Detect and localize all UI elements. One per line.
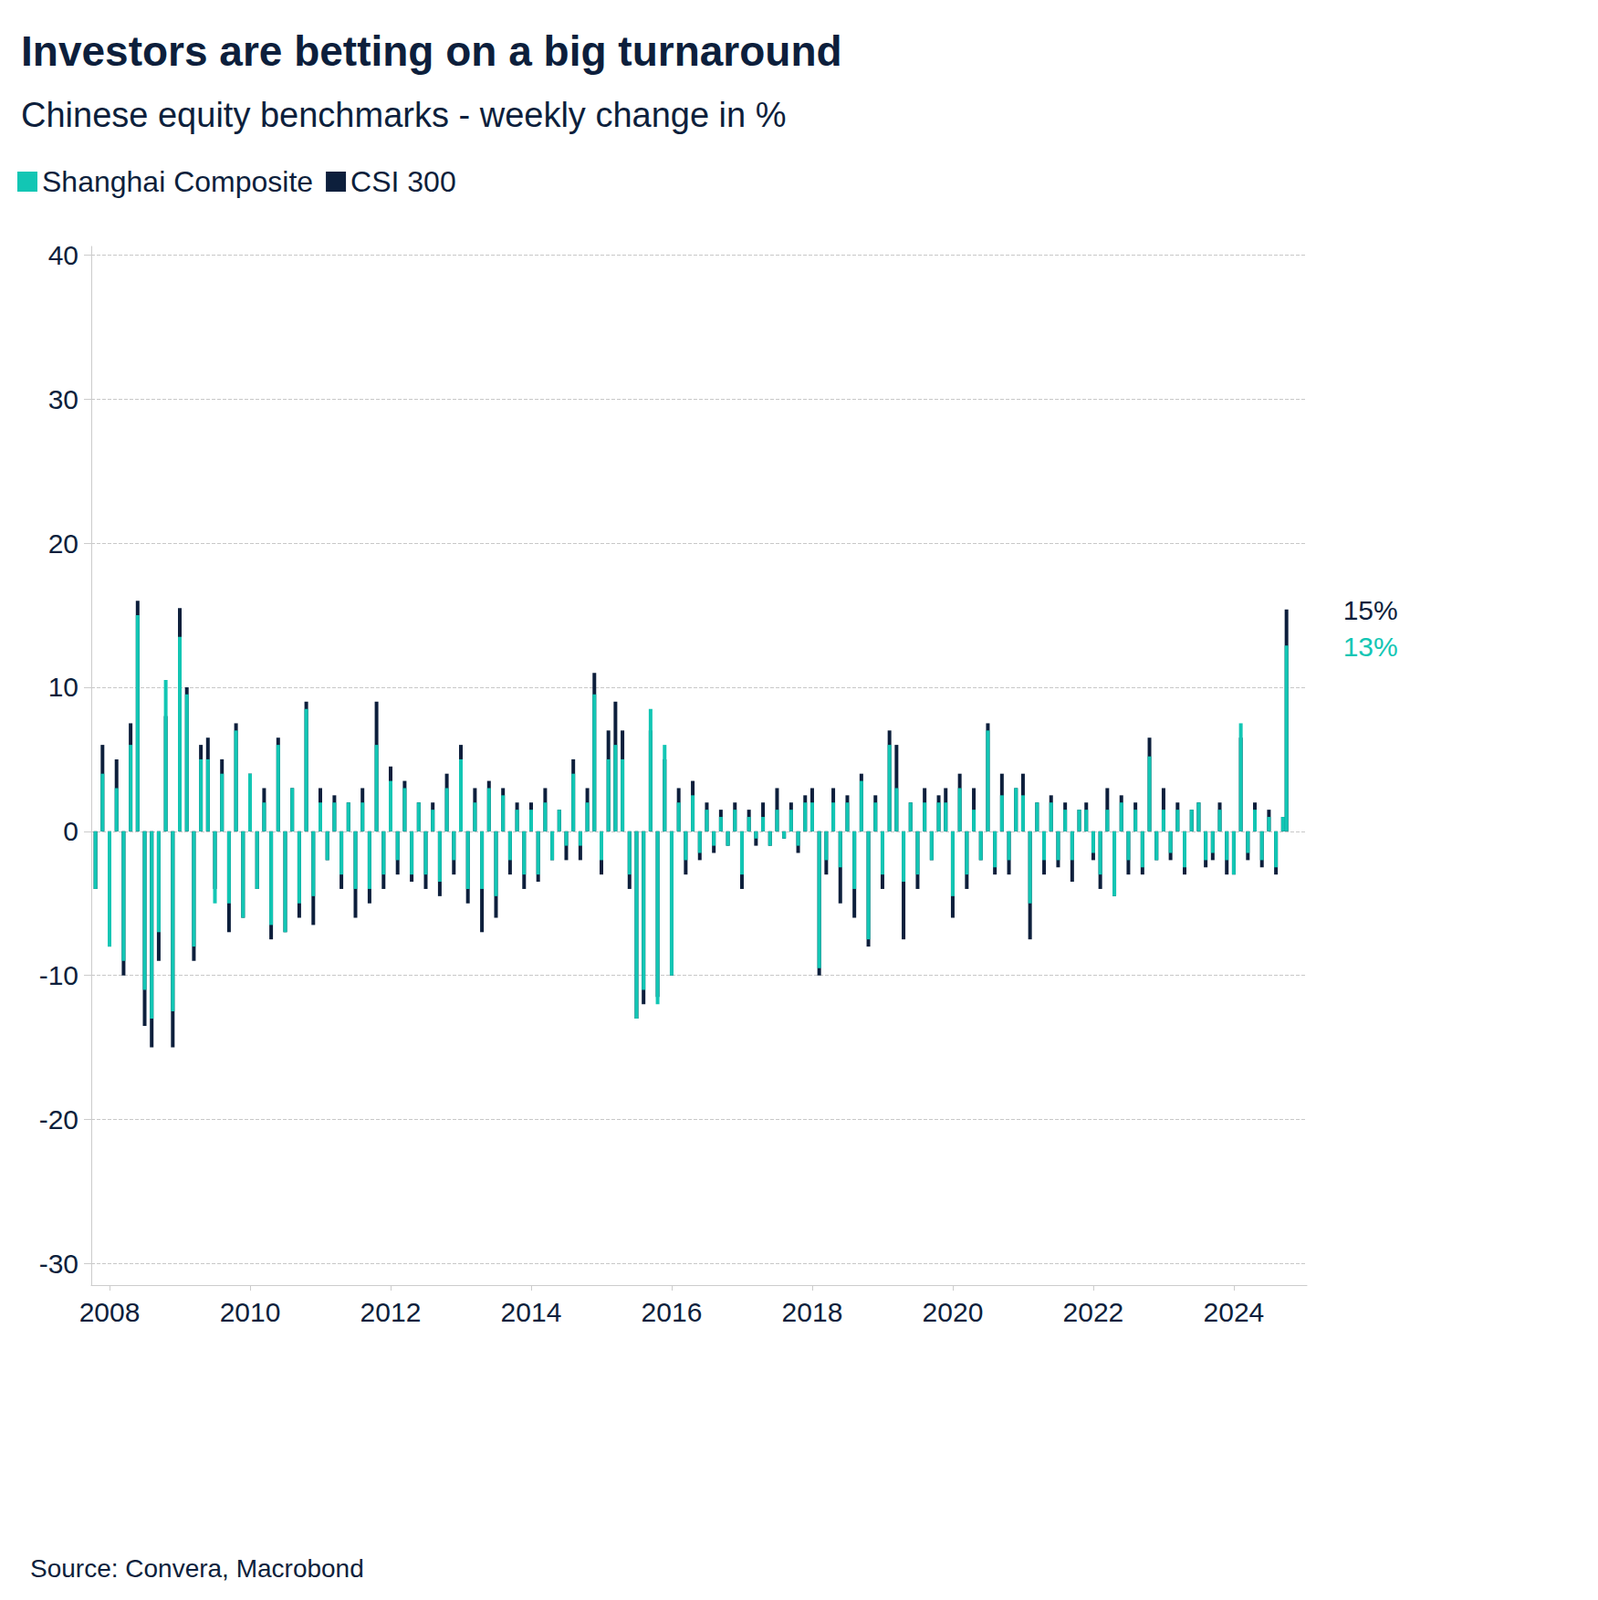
svg-text:2016: 2016 — [641, 1296, 703, 1327]
svg-text:2020: 2020 — [922, 1296, 984, 1327]
svg-text:20: 20 — [48, 528, 79, 559]
svg-text:2014: 2014 — [501, 1296, 563, 1327]
svg-text:2010: 2010 — [219, 1296, 282, 1327]
svg-text:CSI 300: CSI 300 — [350, 165, 457, 199]
svg-text:40: 40 — [48, 240, 79, 271]
svg-text:-20: -20 — [39, 1104, 79, 1135]
svg-text:30: 30 — [48, 384, 79, 415]
svg-text:Source: Convera, Macrobond: Source: Convera, Macrobond — [30, 1554, 365, 1583]
svg-text:15%: 15% — [1343, 595, 1399, 626]
svg-text:2008: 2008 — [79, 1296, 141, 1327]
svg-text:-10: -10 — [39, 960, 79, 991]
svg-text:Investors are betting on a big: Investors are betting on a big turnaroun… — [20, 27, 843, 75]
svg-text:2024: 2024 — [1203, 1296, 1265, 1327]
svg-text:0: 0 — [62, 815, 79, 846]
svg-text:Shanghai Composite: Shanghai Composite — [41, 165, 314, 199]
svg-text:-30: -30 — [39, 1248, 79, 1279]
svg-text:Chinese equity benchmarks - we: Chinese equity benchmarks - weekly chang… — [20, 95, 787, 135]
svg-text:2018: 2018 — [782, 1296, 844, 1327]
svg-text:10: 10 — [48, 671, 79, 702]
svg-text:13%: 13% — [1343, 631, 1399, 662]
svg-text:2012: 2012 — [360, 1296, 422, 1327]
svg-text:2022: 2022 — [1063, 1296, 1125, 1327]
